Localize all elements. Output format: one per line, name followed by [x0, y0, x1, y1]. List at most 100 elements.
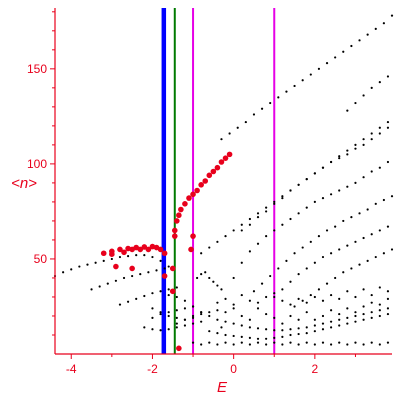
data-point-s1-300 [305, 341, 308, 344]
data-point-s1-184 [382, 22, 385, 25]
data-point-s1-312 [151, 328, 154, 331]
data-point-s1-110 [329, 193, 333, 196]
data-point-s1-130 [350, 216, 353, 219]
data-point-s1-99 [240, 261, 243, 264]
data-point-s1-111 [338, 189, 341, 192]
data-point-s1-287 [200, 343, 203, 346]
data-point-s1-119 [260, 282, 264, 285]
data-point-s1-56 [216, 240, 219, 243]
data-point-s1-271 [273, 292, 276, 295]
data-point-s1-259 [354, 311, 357, 314]
data-point-s1-9 [118, 255, 122, 259]
data-point-s1-261 [370, 301, 373, 304]
data-point-s1-45 [208, 311, 211, 314]
data-point-s1-315 [175, 326, 178, 329]
data-point-s1-205 [273, 329, 276, 332]
data-point-s2-25 [178, 206, 184, 213]
data-point-s1-181 [358, 39, 361, 42]
data-point-s1-282 [362, 288, 365, 291]
data-point-s1-166 [236, 126, 239, 129]
data-point-s2-12 [137, 246, 144, 253]
data-point-s2-11 [129, 246, 135, 253]
data-point-s1-295 [265, 343, 268, 346]
data-point-s1-74 [362, 138, 365, 141]
data-point-s1-272 [281, 299, 284, 302]
data-point-s1-240 [370, 316, 373, 319]
data-point-s1-96 [386, 126, 390, 129]
data-point-s1-322 [175, 316, 178, 319]
data-point-s1-176 [317, 67, 321, 70]
data-point-s2-35 [218, 159, 225, 165]
data-point-s1-258 [346, 307, 349, 310]
data-point-s1-106 [297, 212, 300, 215]
data-point-s2-22 [171, 227, 178, 234]
data-point-s1-283 [370, 293, 373, 297]
data-point-s1-244 [232, 307, 235, 310]
data-point-s1-123 [293, 252, 296, 255]
data-point-s1-268 [248, 299, 251, 302]
data-point-s1-83 [281, 197, 284, 200]
data-point-s1-14 [159, 259, 162, 262]
data-point-s1-222 [224, 333, 227, 337]
data-point-s1-89 [329, 160, 333, 164]
data-point-s1-189 [370, 86, 373, 89]
data-point-s1-25 [163, 267, 166, 270]
data-point-s2-36 [222, 155, 229, 161]
data-point-s1-219 [386, 307, 390, 310]
data-point-s1-281 [354, 295, 357, 299]
data-point-s1-15 [167, 265, 170, 268]
data-point-s1-298 [289, 341, 292, 344]
data-point-s1-62 [265, 206, 268, 209]
data-point-s1-76 [378, 126, 381, 129]
data-point-s1-28 [126, 300, 130, 303]
data-point-s1-320 [159, 311, 162, 314]
data-point-s1-64 [281, 195, 284, 198]
data-point-s1-309 [378, 343, 381, 346]
data-point-s2-40 [188, 246, 194, 253]
data-point-s1-171 [277, 96, 280, 99]
y-tick-label-3: 150 [27, 62, 47, 76]
data-point-s1-195 [191, 305, 195, 308]
y-tick-label-1: 50 [34, 252, 48, 266]
data-point-s1-23 [147, 271, 150, 274]
data-point-s2-39 [190, 233, 196, 239]
data-point-s1-144 [338, 248, 341, 251]
data-point-s1-280 [346, 290, 349, 293]
data-point-s1-161 [374, 255, 377, 259]
data-point-s1-221 [216, 331, 219, 335]
data-point-s1-164 [220, 138, 223, 141]
data-point-s2-34 [214, 164, 221, 171]
data-point-s1-265 [224, 297, 227, 300]
data-point-s1-178 [334, 56, 337, 59]
data-point-s1-117 [386, 160, 390, 164]
data-point-s1-304 [338, 341, 341, 344]
data-point-s1-30 [143, 294, 146, 298]
data-point-s1-73 [354, 143, 357, 146]
data-point-s1-141 [313, 261, 316, 264]
data-point-s1-72 [346, 149, 349, 152]
data-point-s1-245 [240, 314, 243, 318]
data-point-s1-2 [62, 271, 65, 274]
data-point-s1-235 [329, 326, 333, 329]
data-point-s1-29 [135, 297, 138, 300]
data-point-s1-88 [321, 166, 325, 169]
data-point-s1-86 [305, 177, 308, 181]
data-point-s1-38 [175, 309, 178, 312]
data-point-s1-214 [346, 316, 349, 319]
data-point-s1-157 [342, 271, 345, 274]
data-point-s1-153 [309, 293, 312, 297]
data-point-s1-116 [378, 166, 381, 169]
data-point-s1-232 [305, 331, 308, 335]
y-axis-title: <n> [11, 175, 37, 192]
data-point-s1-37 [167, 311, 170, 314]
data-point-s1-59 [240, 223, 243, 226]
data-point-s1-270 [265, 295, 268, 299]
data-point-s1-52 [216, 284, 219, 287]
data-point-s1-122 [285, 259, 288, 262]
data-point-s1-91 [346, 153, 349, 156]
data-point-s2-19 [169, 288, 176, 295]
data-point-s1-10 [126, 254, 130, 258]
data-point-s1-134 [382, 198, 385, 202]
data-point-s2-33 [210, 168, 217, 175]
data-point-s1-239 [362, 318, 365, 321]
